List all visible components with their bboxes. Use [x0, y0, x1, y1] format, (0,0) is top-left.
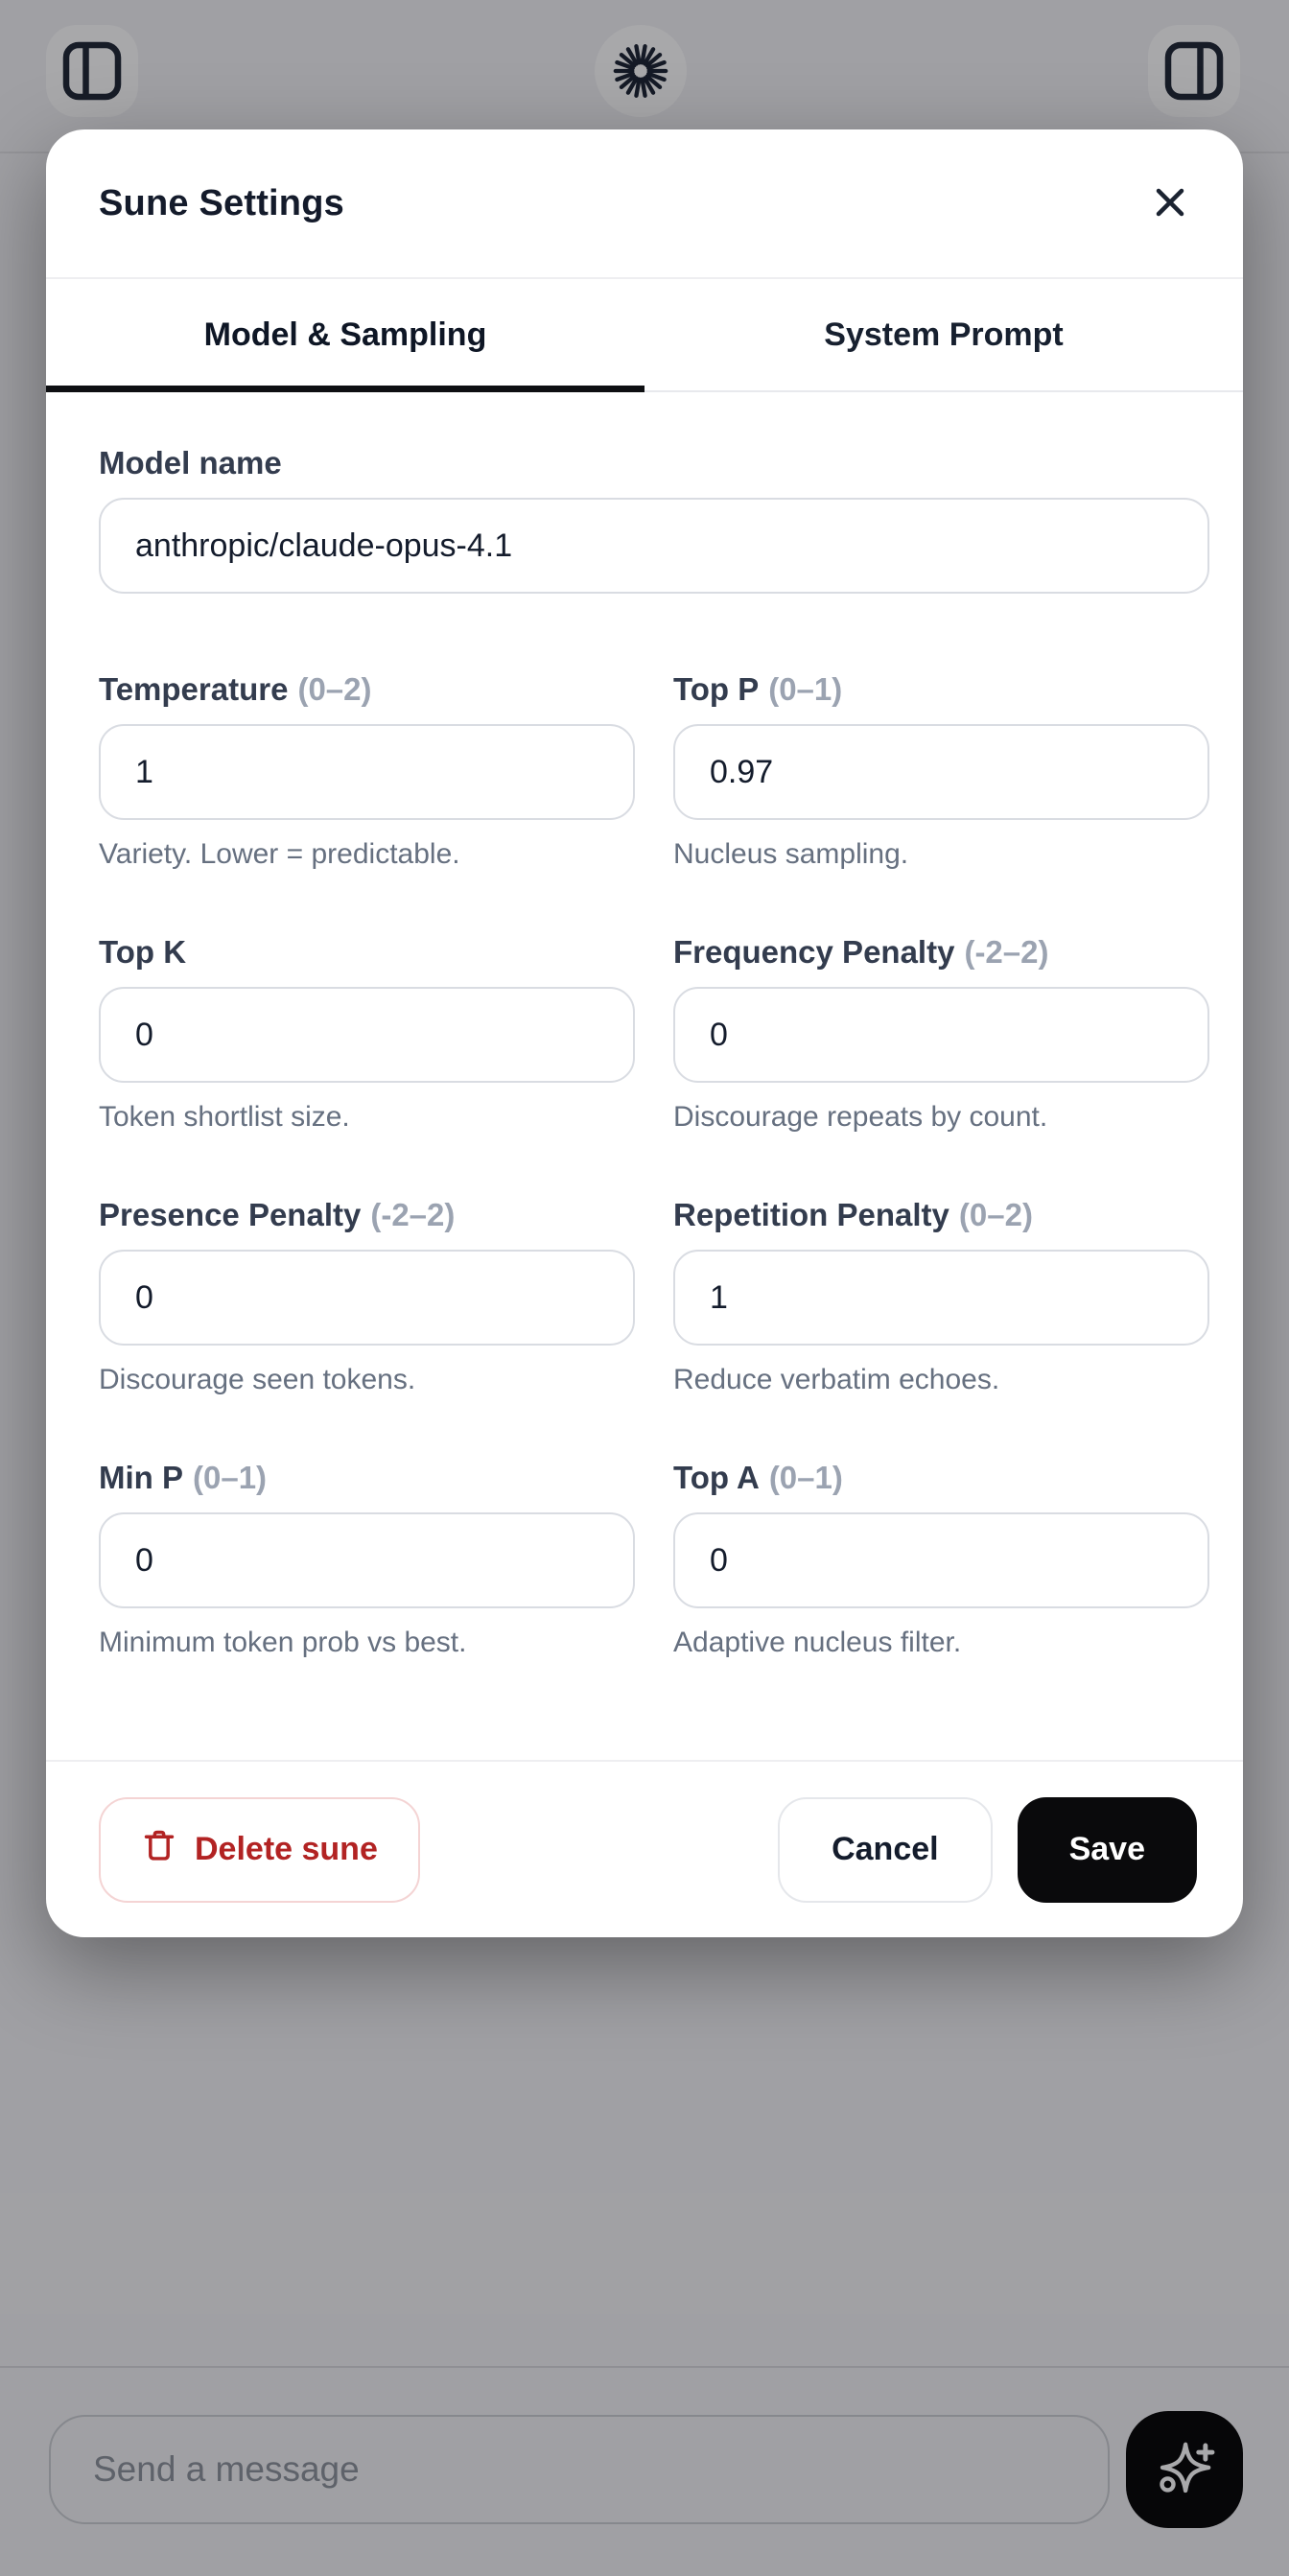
dialog-header: Sune Settings [46, 129, 1243, 279]
top-p-hint: Nucleus sampling. [673, 838, 909, 870]
tab-model-sampling[interactable]: Model & Sampling [46, 279, 644, 390]
min-p-input[interactable] [99, 1512, 635, 1608]
sparkle-plus-icon [1151, 2435, 1218, 2505]
min-p-label: Min P (0–1) [99, 1460, 268, 1495]
repetition-penalty-label: Repetition Penalty (0–2) [673, 1197, 1033, 1232]
temperature-label: Temperature (0–2) [99, 671, 372, 707]
top-k-label: Top K [99, 934, 187, 970]
repetition-penalty-input[interactable] [673, 1250, 1209, 1346]
save-button[interactable]: Save [1017, 1796, 1197, 1903]
frequency-penalty-label: Frequency Penalty (-2–2) [673, 934, 1049, 970]
panel-left-icon [61, 40, 123, 102]
min-p-field: Min P(0–1) Minimum token prob vs best. [99, 1459, 635, 1660]
presence-penalty-label: Presence Penalty (-2–2) [99, 1197, 456, 1232]
presence-penalty-input[interactable] [99, 1250, 635, 1346]
panel-right-icon [1163, 40, 1225, 102]
active-tab-indicator [46, 386, 644, 392]
repetition-penalty-field: Repetition Penalty(0–2) Reduce verbatim … [673, 1196, 1209, 1397]
message-composer-bar [0, 2366, 1289, 2576]
temperature-input[interactable] [99, 724, 635, 820]
top-k-field: Top K Token shortlist size. [99, 933, 635, 1135]
top-k-input[interactable] [99, 987, 635, 1083]
min-p-hint: Minimum token prob vs best. [99, 1627, 467, 1658]
sune-settings-dialog: Sune Settings Model & Sampling System Pr… [46, 129, 1243, 1937]
top-a-input[interactable] [673, 1512, 1209, 1608]
tab-system-prompt[interactable]: System Prompt [644, 279, 1243, 390]
close-button[interactable] [1139, 173, 1201, 234]
top-k-hint: Token shortlist size. [99, 1101, 350, 1133]
trash-icon [141, 1827, 177, 1872]
frequency-penalty-input[interactable] [673, 987, 1209, 1083]
send-message-button[interactable] [1126, 2411, 1243, 2528]
message-input[interactable] [49, 2415, 1110, 2524]
top-p-range: (0–1) [768, 671, 843, 707]
top-a-hint: Adaptive nucleus filter. [673, 1627, 962, 1658]
top-p-label: Top P (0–1) [673, 671, 843, 707]
presence-penalty-range: (-2–2) [370, 1197, 456, 1232]
close-icon [1149, 181, 1191, 226]
temperature-field: Temperature(0–2) Variety. Lower = predic… [99, 670, 635, 872]
frequency-penalty-field: Frequency Penalty(-2–2) Discourage repea… [673, 933, 1209, 1135]
app-top-bar [0, 0, 1289, 153]
delete-sune-button[interactable]: Delete sune [99, 1796, 420, 1903]
dialog-title: Sune Settings [99, 182, 344, 223]
app-home-button[interactable] [595, 25, 687, 117]
burst-icon [611, 41, 670, 101]
frequency-penalty-range: (-2–2) [964, 934, 1049, 970]
dialog-tabs: Model & Sampling System Prompt [46, 279, 1243, 392]
temperature-hint: Variety. Lower = predictable. [99, 838, 460, 870]
presence-penalty-field: Presence Penalty(-2–2) Discourage seen t… [99, 1196, 635, 1397]
model-name-input[interactable] [99, 498, 1209, 594]
top-p-input[interactable] [673, 724, 1209, 820]
top-p-field: Top P(0–1) Nucleus sampling. [673, 670, 1209, 872]
repetition-penalty-range: (0–2) [958, 1197, 1033, 1232]
repetition-penalty-hint: Reduce verbatim echoes. [673, 1364, 1000, 1395]
sampling-fields-grid: Temperature(0–2) Variety. Lower = predic… [99, 670, 1209, 1721]
dialog-content: Model name Temperature(0–2) Variety. Low… [46, 392, 1243, 1760]
temperature-range: (0–2) [297, 671, 372, 707]
model-name-field: Model name [99, 444, 1209, 594]
cancel-button[interactable]: Cancel [778, 1796, 993, 1903]
toggle-left-sidebar-button[interactable] [46, 25, 138, 117]
frequency-penalty-hint: Discourage repeats by count. [673, 1101, 1048, 1133]
top-a-label: Top A (0–1) [673, 1460, 843, 1495]
delete-sune-label: Delete sune [195, 1831, 378, 1867]
dialog-footer: Delete sune Cancel Save [46, 1760, 1243, 1937]
presence-penalty-hint: Discourage seen tokens. [99, 1364, 416, 1395]
toggle-right-sidebar-button[interactable] [1148, 25, 1240, 117]
top-a-range: (0–1) [768, 1460, 843, 1495]
min-p-range: (0–1) [193, 1460, 268, 1495]
top-a-field: Top A(0–1) Adaptive nucleus filter. [673, 1459, 1209, 1660]
model-name-label: Model name [99, 445, 282, 480]
